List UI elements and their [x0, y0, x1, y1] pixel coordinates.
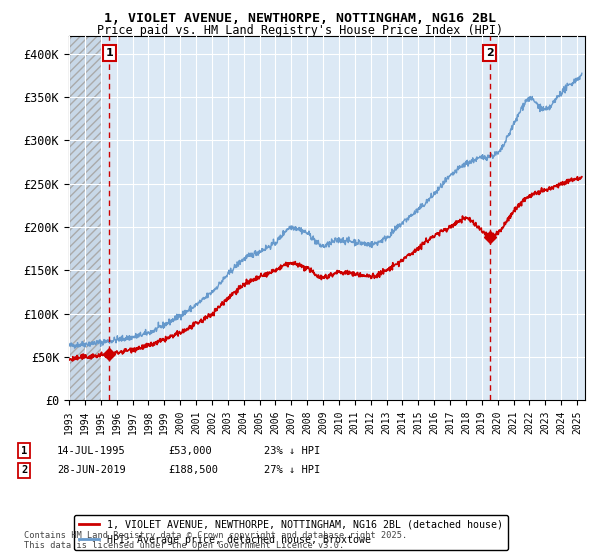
Text: 23% ↓ HPI: 23% ↓ HPI	[264, 446, 320, 456]
Text: 28-JUN-2019: 28-JUN-2019	[57, 465, 126, 475]
Bar	[69, 36, 101, 400]
Text: 14-JUL-1995: 14-JUL-1995	[57, 446, 126, 456]
Text: Price paid vs. HM Land Registry's House Price Index (HPI): Price paid vs. HM Land Registry's House …	[97, 24, 503, 36]
Text: 1: 1	[21, 446, 27, 456]
Text: £53,000: £53,000	[168, 446, 212, 456]
Text: £188,500: £188,500	[168, 465, 218, 475]
Text: 2: 2	[486, 48, 493, 58]
Legend: 1, VIOLET AVENUE, NEWTHORPE, NOTTINGHAM, NG16 2BL (detached house), HPI: Average: 1, VIOLET AVENUE, NEWTHORPE, NOTTINGHAM,…	[74, 515, 508, 549]
Text: 27% ↓ HPI: 27% ↓ HPI	[264, 465, 320, 475]
Text: 1, VIOLET AVENUE, NEWTHORPE, NOTTINGHAM, NG16 2BL: 1, VIOLET AVENUE, NEWTHORPE, NOTTINGHAM,…	[104, 12, 496, 25]
Text: 1: 1	[106, 48, 113, 58]
Text: Contains HM Land Registry data © Crown copyright and database right 2025.
This d: Contains HM Land Registry data © Crown c…	[24, 531, 407, 550]
Text: 2: 2	[21, 465, 27, 475]
